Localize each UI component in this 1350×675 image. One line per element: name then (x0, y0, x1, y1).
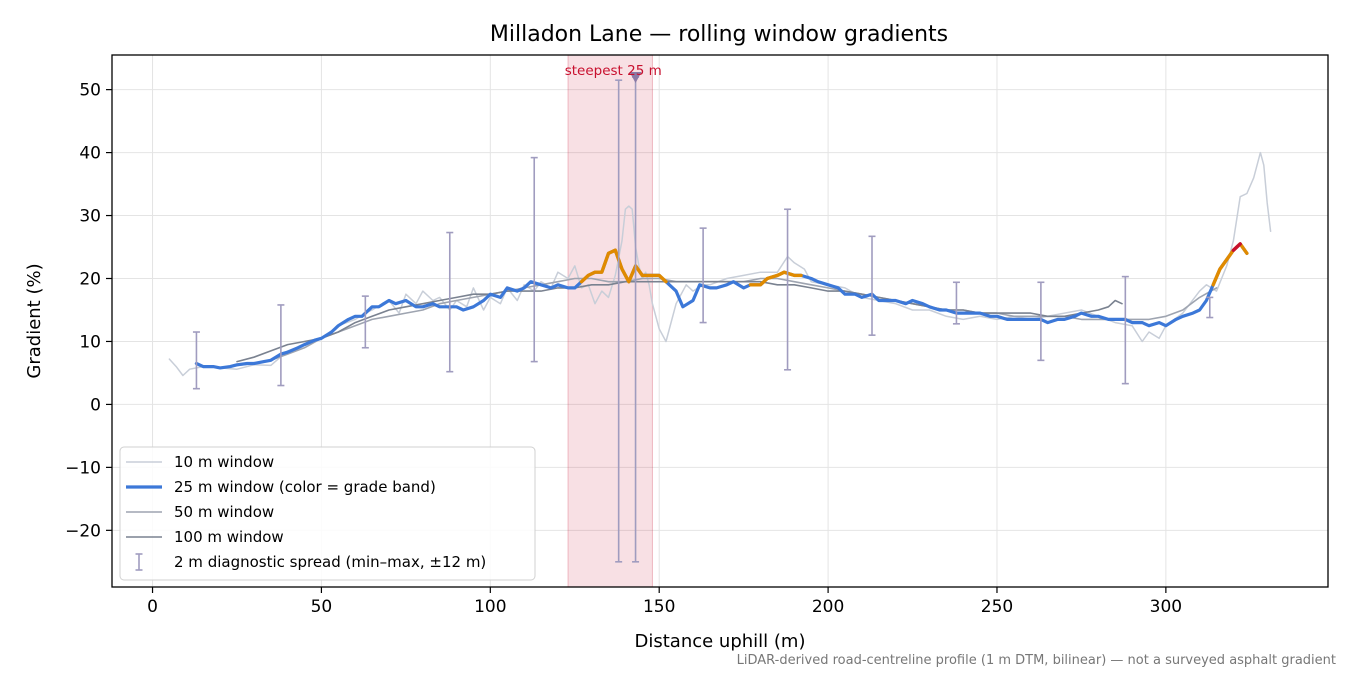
grade-band-segment-extreme (1231, 242, 1242, 252)
legend-label: 50 m window (174, 503, 274, 521)
x-tick-label: 50 (311, 597, 333, 617)
legend-label: 2 m diagnostic spread (min–max, ±12 m) (174, 553, 486, 571)
y-tick-label: 30 (79, 207, 101, 227)
chart-title: Milladon Lane — rolling window gradients (490, 22, 948, 47)
grade-band-segment-steep (579, 248, 668, 284)
steepest-marker (629, 72, 642, 84)
y-axis-label: Gradient (%) (24, 263, 45, 378)
y-tick-label: 10 (79, 332, 101, 352)
steepest-band-layer (567, 54, 653, 588)
y-tick-label: 40 (79, 144, 101, 164)
steepest-25m-band (567, 54, 653, 588)
series-line-2 (194, 242, 1249, 370)
y-tick-label: −20 (65, 521, 101, 541)
series-line-4 (236, 280, 1123, 363)
x-tick-label: 200 (812, 597, 844, 617)
series-layer (168, 151, 1272, 377)
legend-label: 10 m window (174, 453, 274, 471)
x-tick-label: 150 (643, 597, 675, 617)
y-tick-label: 0 (90, 395, 101, 415)
legend-label: 100 m window (174, 528, 284, 546)
grade-band-segment-steep (748, 270, 803, 287)
x-tick-label: 250 (981, 597, 1013, 617)
x-axis-label: Distance uphill (m) (635, 631, 806, 652)
y-tick-label: −10 (65, 458, 101, 478)
legend-label: 25 m window (color = grade band) (174, 478, 436, 496)
x-tick-label: 300 (1150, 597, 1182, 617)
steepest-marker-layer: steepest 25 m (565, 63, 662, 84)
footnote: LiDAR-derived road-centreline profile (1… (737, 653, 1336, 668)
x-tick-label: 0 (147, 597, 158, 617)
plot-frame (111, 54, 1329, 588)
error-bars-layer (192, 76, 1214, 563)
y-tick-label: 20 (79, 270, 101, 290)
legend: 10 m window 25 m window (color = grade ba… (119, 446, 536, 581)
x-tick-label: 100 (474, 597, 506, 617)
ticks: 0 50 100 150 200 250 300 −20 −10 0 10 20 30 40 50 (65, 81, 1182, 617)
steepest-label: steepest 25 m (565, 63, 662, 79)
grade-band-segment-steep (1211, 242, 1249, 287)
y-tick-label: 50 (79, 81, 101, 101)
legend-box (119, 446, 536, 581)
